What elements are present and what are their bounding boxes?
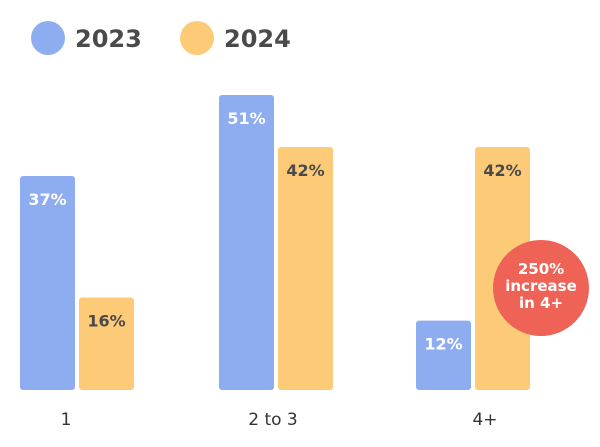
x-tick-label: 4+ <box>472 410 497 430</box>
x-axis: 1 2 to 3 4+ <box>61 410 498 430</box>
legend: 2023 2024 <box>31 21 291 55</box>
legend-label: 2024 <box>224 25 291 53</box>
legend-swatch <box>180 21 214 55</box>
bar-value-label: 42% <box>286 161 324 180</box>
x-tick-label: 2 to 3 <box>248 410 298 430</box>
legend-item-2023: 2023 <box>31 21 142 55</box>
value-labels: 37% 16% 51% 42% 12% 42% <box>28 109 521 354</box>
bar-2023-2-to-3 <box>219 95 274 390</box>
annotation-text-line: increase <box>505 277 577 295</box>
bar-value-label: 12% <box>424 335 462 354</box>
annotation-text-line: in 4+ <box>519 294 563 312</box>
legend-label: 2023 <box>75 25 142 53</box>
x-tick-label: 1 <box>61 410 72 430</box>
legend-swatch <box>31 21 65 55</box>
bar-2024-2-to-3 <box>278 147 333 390</box>
bar-2023-1 <box>20 175 75 390</box>
annotation-text-line: 250% <box>518 260 564 278</box>
annotation-badge <box>493 240 589 336</box>
bar-value-label: 51% <box>227 109 265 128</box>
bar-value-label: 42% <box>483 161 521 180</box>
legend-item-2024: 2024 <box>180 21 291 55</box>
bar-value-label: 16% <box>87 311 125 330</box>
bar-value-label: 37% <box>28 190 66 209</box>
bar-2023-4plus <box>416 320 471 390</box>
bar-2024-1 <box>79 297 134 390</box>
